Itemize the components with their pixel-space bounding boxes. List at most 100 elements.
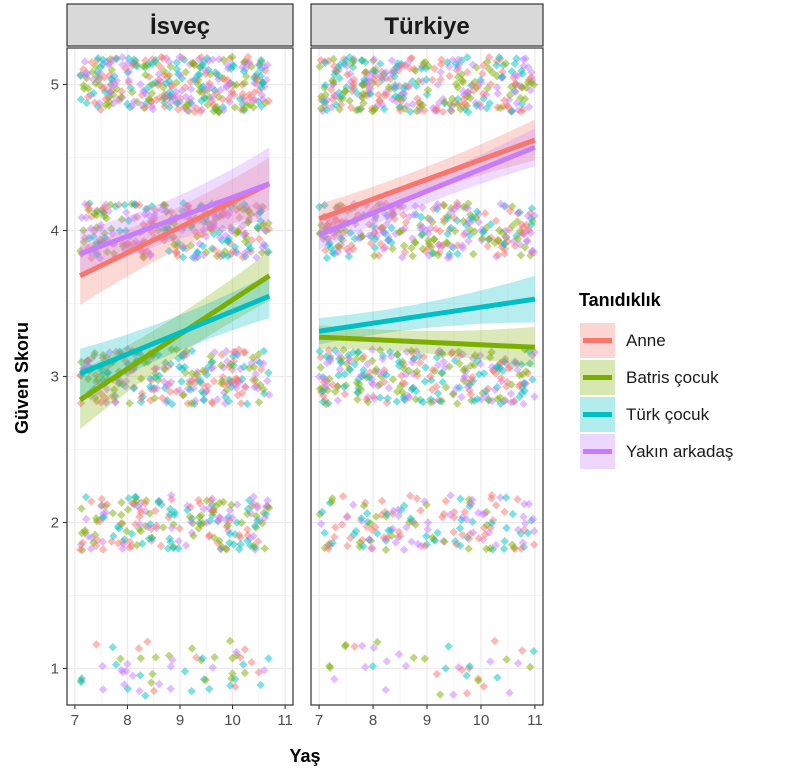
data-point xyxy=(257,248,267,257)
data-point xyxy=(173,98,182,108)
data-point xyxy=(487,494,496,503)
data-point xyxy=(407,243,416,253)
data-point xyxy=(84,84,93,93)
data-point xyxy=(223,236,233,246)
data-point xyxy=(487,362,497,372)
data-point xyxy=(374,367,383,377)
data-point xyxy=(108,508,118,518)
data-point xyxy=(330,70,339,79)
data-point xyxy=(455,383,464,392)
data-point xyxy=(83,200,93,210)
data-point xyxy=(339,382,349,392)
data-point xyxy=(375,393,385,402)
data-point xyxy=(199,225,208,234)
data-point xyxy=(450,356,460,365)
fit-line-anne xyxy=(318,137,536,222)
data-point xyxy=(387,531,396,540)
legend: Tanıdıklık Anne Batris çocuk Türk çocuk Yak… xyxy=(579,290,733,469)
data-point xyxy=(426,215,435,224)
data-point xyxy=(343,70,352,79)
data-point xyxy=(239,105,248,114)
data-point xyxy=(361,57,370,67)
data-point xyxy=(324,240,333,250)
data-point xyxy=(367,345,377,354)
data-point xyxy=(474,676,483,685)
data-point xyxy=(402,523,411,532)
data-point xyxy=(130,200,139,209)
data-point xyxy=(105,87,114,97)
data-point xyxy=(152,95,161,105)
data-point xyxy=(236,399,246,408)
data-point xyxy=(469,528,478,537)
data-point xyxy=(463,67,472,77)
panels: İsveç 7 8 9 10 11 Türkiye 7 8 9 10 11 xyxy=(66,3,544,729)
data-point xyxy=(129,97,139,106)
data-point xyxy=(487,518,496,528)
data-point xyxy=(505,688,514,698)
data-point xyxy=(457,392,466,402)
data-point xyxy=(319,377,329,387)
data-point xyxy=(341,56,351,66)
data-point xyxy=(334,350,344,359)
data-point xyxy=(395,227,405,236)
data-point xyxy=(241,382,250,392)
data-point xyxy=(161,93,170,102)
data-point xyxy=(386,352,396,361)
data-point xyxy=(206,496,216,505)
x-axis-title: Yaş xyxy=(289,746,320,766)
data-point xyxy=(129,55,139,64)
data-point xyxy=(264,654,273,663)
data-point xyxy=(227,378,236,388)
data-point xyxy=(253,503,262,513)
data-point xyxy=(402,101,412,110)
data-point xyxy=(504,95,514,105)
data-point xyxy=(349,79,358,88)
data-point xyxy=(449,213,459,222)
data-point xyxy=(172,64,181,74)
data-point xyxy=(345,365,355,375)
data-point xyxy=(491,216,501,226)
data-point xyxy=(435,397,445,406)
data-point xyxy=(470,396,479,406)
data-point xyxy=(375,345,385,355)
data-point xyxy=(213,106,223,116)
data-point xyxy=(384,383,394,393)
data-point xyxy=(466,390,476,399)
ci-band-batris-çocuk xyxy=(319,325,535,368)
data-point xyxy=(353,395,362,404)
data-point xyxy=(381,685,390,695)
data-point xyxy=(513,495,522,504)
data-point xyxy=(216,211,225,221)
data-point xyxy=(356,104,365,114)
data-point xyxy=(466,361,475,370)
data-point xyxy=(381,545,391,555)
data-point xyxy=(199,395,209,405)
data-point xyxy=(393,349,402,359)
data-point xyxy=(219,380,229,389)
data-point xyxy=(108,229,117,238)
data-point xyxy=(357,514,366,523)
data-point xyxy=(364,231,374,240)
data-point xyxy=(334,242,343,251)
data-point xyxy=(447,106,456,116)
data-point xyxy=(481,209,490,218)
data-point xyxy=(325,663,335,672)
data-point xyxy=(506,389,516,399)
data-point xyxy=(230,102,240,112)
data-point xyxy=(246,244,255,253)
y-tick-label: 3 xyxy=(51,369,59,386)
x-tick-label: 11 xyxy=(277,712,293,729)
data-point xyxy=(451,59,461,69)
data-point xyxy=(336,358,346,367)
data-point xyxy=(445,510,455,520)
data-point xyxy=(500,249,509,259)
data-point xyxy=(177,377,186,386)
data-point xyxy=(513,365,522,375)
data-point xyxy=(453,399,462,408)
data-point xyxy=(478,89,488,99)
data-point xyxy=(340,369,349,379)
data-point xyxy=(473,356,483,365)
data-point xyxy=(254,398,264,407)
data-point xyxy=(146,382,155,391)
data-point xyxy=(453,249,462,258)
